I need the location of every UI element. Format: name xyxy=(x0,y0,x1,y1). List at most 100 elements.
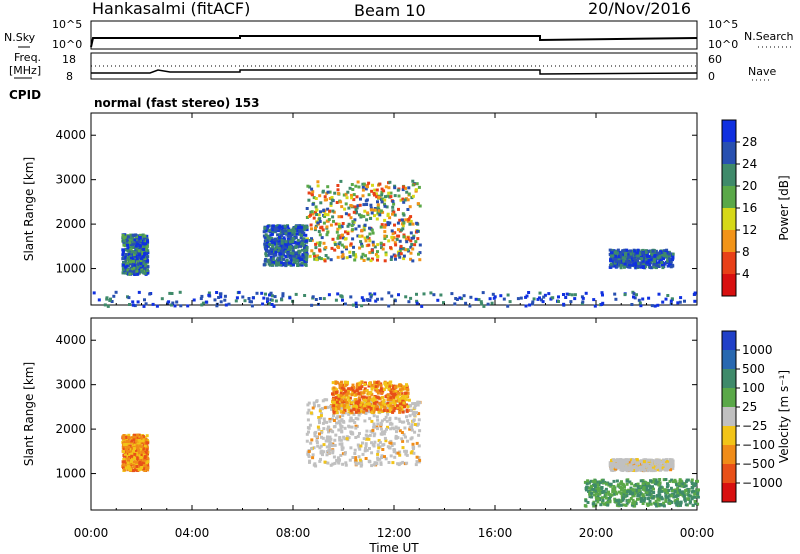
data-pixel xyxy=(632,292,636,296)
data-pixel xyxy=(392,401,396,405)
data-pixel xyxy=(418,258,422,262)
data-pixel xyxy=(329,203,333,207)
data-pixel xyxy=(363,397,367,401)
data-pixel xyxy=(369,208,373,212)
data-pixel xyxy=(343,408,347,412)
data-pixel xyxy=(603,495,607,499)
data-pixel xyxy=(274,239,278,243)
data-pixel xyxy=(654,249,658,253)
data-pixel xyxy=(129,436,133,440)
data-pixel xyxy=(632,458,636,462)
data-pixel xyxy=(126,449,130,453)
data-pixel xyxy=(686,497,690,501)
data-pixel xyxy=(367,410,371,414)
data-pixel xyxy=(406,391,410,395)
data-pixel xyxy=(629,497,633,500)
data-pixel xyxy=(693,499,697,503)
data-pixel xyxy=(326,256,330,260)
data-pixel xyxy=(322,241,326,245)
data-pixel xyxy=(593,485,597,488)
data-pixel xyxy=(338,442,342,446)
data-pixel xyxy=(170,292,174,295)
data-pixel xyxy=(349,446,353,450)
data-pixel xyxy=(411,194,415,198)
data-pixel xyxy=(502,297,506,301)
data-pixel xyxy=(646,484,650,488)
data-pixel xyxy=(192,298,196,302)
nsky-trace xyxy=(90,35,698,48)
data-pixel xyxy=(312,196,316,200)
data-pixel xyxy=(636,482,640,486)
data-pixel xyxy=(317,213,321,217)
data-pixel xyxy=(381,395,384,399)
data-pixel xyxy=(653,461,657,465)
data-pixel xyxy=(339,200,343,204)
data-pixel xyxy=(305,248,309,252)
data-pixel xyxy=(301,253,305,257)
data-pixel xyxy=(661,459,665,463)
data-pixel xyxy=(319,257,323,261)
data-pixel xyxy=(373,440,377,444)
data-pixel xyxy=(364,239,368,243)
data-pixel xyxy=(335,404,339,408)
data-pixel xyxy=(386,221,390,225)
data-pixel xyxy=(353,258,357,262)
data-pixel xyxy=(340,418,344,422)
data-pixel xyxy=(313,404,316,408)
data-pixel xyxy=(632,494,636,498)
data-pixel xyxy=(670,258,674,262)
data-pixel xyxy=(655,494,659,498)
data-pixel xyxy=(360,228,364,232)
data-pixel xyxy=(516,297,520,301)
data-pixel xyxy=(137,262,140,266)
data-pixel xyxy=(342,400,346,404)
data-pixel xyxy=(289,229,292,233)
data-pixel xyxy=(219,292,223,296)
data-pixel xyxy=(411,222,415,226)
data-pixel xyxy=(132,266,136,270)
data-pixel xyxy=(131,300,135,304)
data-pixel xyxy=(549,297,553,301)
data-pixel xyxy=(508,300,512,304)
data-pixel xyxy=(644,251,648,254)
data-pixel xyxy=(353,403,357,407)
data-pixel xyxy=(663,467,667,471)
data-pixel xyxy=(519,296,523,300)
data-pixel xyxy=(330,246,334,250)
data-pixel xyxy=(625,479,629,483)
data-pixel xyxy=(596,495,600,499)
data-pixel xyxy=(284,231,288,235)
data-pixel xyxy=(266,297,269,301)
data-pixel xyxy=(375,217,379,221)
data-pixel xyxy=(303,226,307,230)
data-pixel xyxy=(351,383,355,387)
data-pixel xyxy=(393,254,397,258)
data-pixel xyxy=(318,194,322,198)
data-pixel xyxy=(325,233,329,237)
data-pixel xyxy=(401,410,405,414)
data-pixel xyxy=(122,454,126,458)
data-pixel xyxy=(397,228,400,232)
data-pixel xyxy=(399,407,403,410)
data-pixel xyxy=(356,403,360,407)
data-pixel xyxy=(375,188,379,192)
data-pixel xyxy=(404,452,408,456)
data-pixel xyxy=(132,242,136,246)
data-pixel xyxy=(130,466,134,470)
data-pixel xyxy=(407,186,411,190)
data-pixel xyxy=(143,444,147,447)
data-pixel xyxy=(367,399,371,403)
data-pixel xyxy=(655,262,659,265)
data-pixel xyxy=(601,498,605,502)
data-pixel xyxy=(648,484,652,488)
data-pixel xyxy=(348,250,352,254)
data-pixel xyxy=(591,479,595,483)
data-pixel xyxy=(137,435,141,439)
data-pixel xyxy=(646,254,649,258)
data-pixel xyxy=(358,234,362,238)
data-pixel xyxy=(132,460,136,464)
data-pixel xyxy=(369,407,373,410)
data-pixel xyxy=(592,504,596,508)
data-pixel xyxy=(656,497,660,501)
data-pixel xyxy=(417,444,421,448)
